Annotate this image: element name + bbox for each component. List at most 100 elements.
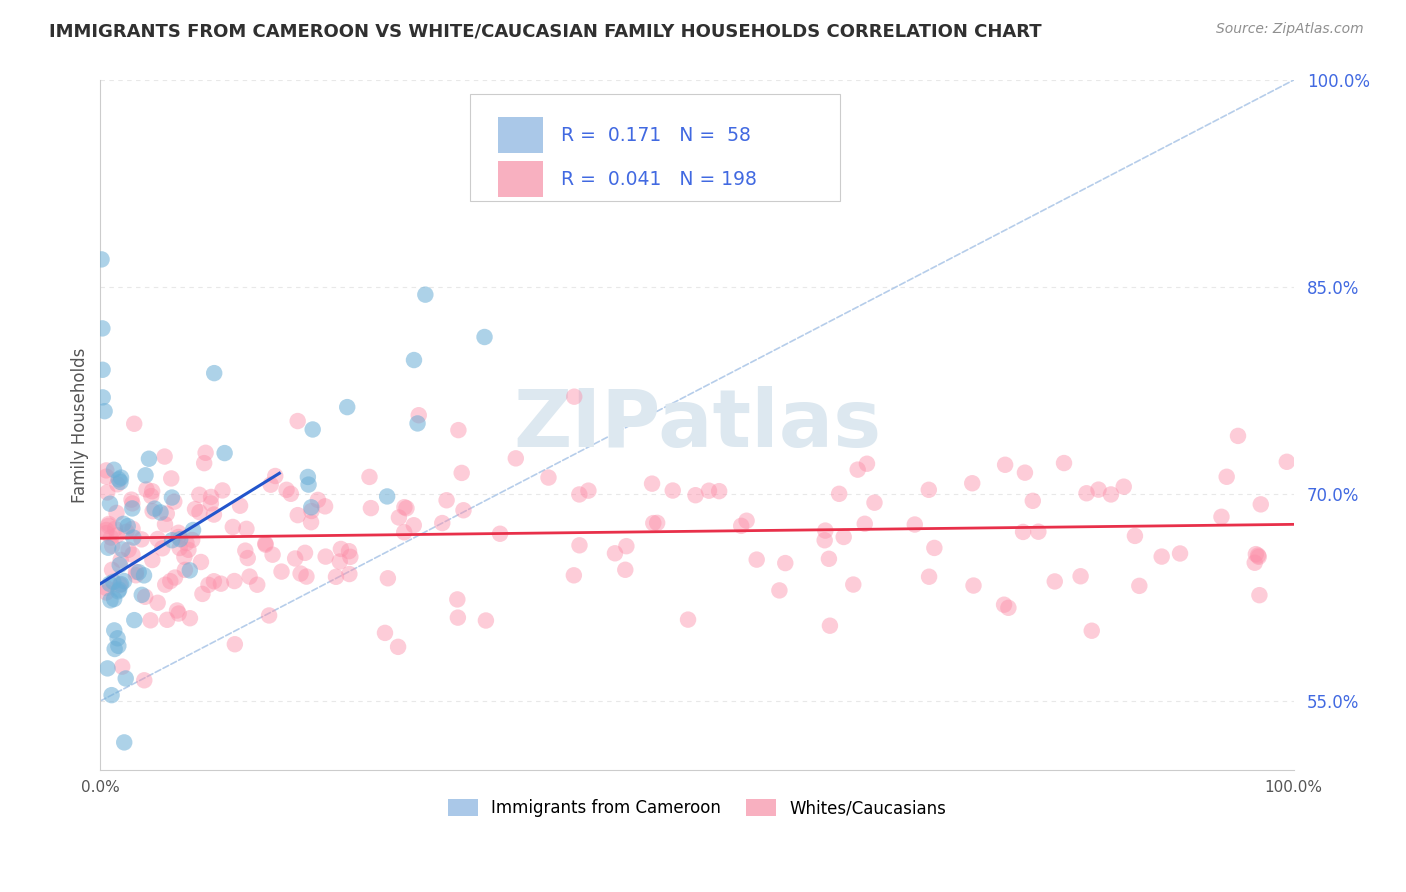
Point	[104, 522, 127, 536]
Point	[143, 501, 166, 516]
Point	[91, 363, 114, 377]
Point	[1250, 497, 1272, 511]
Point	[128, 565, 150, 579]
Point	[436, 493, 458, 508]
Point	[661, 483, 683, 498]
Point	[121, 496, 143, 510]
Point	[246, 578, 269, 592]
Point	[110, 470, 132, 484]
Point	[408, 408, 430, 422]
Point	[287, 508, 309, 523]
Point	[156, 507, 179, 521]
Point	[160, 491, 183, 505]
Point	[832, 530, 855, 544]
Point	[450, 466, 472, 480]
Point	[107, 472, 129, 486]
Point	[295, 569, 318, 583]
Point	[475, 614, 498, 628]
Point	[121, 492, 143, 507]
Point	[163, 570, 186, 584]
Point	[160, 471, 183, 485]
Point	[918, 570, 941, 584]
Point	[505, 451, 527, 466]
FancyBboxPatch shape	[470, 94, 841, 201]
Point	[1112, 480, 1135, 494]
Point	[222, 520, 245, 534]
Point	[97, 516, 120, 531]
Point	[374, 626, 396, 640]
Point	[254, 538, 277, 552]
Point	[117, 519, 139, 533]
Point	[100, 531, 122, 545]
Point	[1128, 579, 1150, 593]
Point	[233, 543, 256, 558]
Point	[125, 568, 148, 582]
Point	[98, 497, 121, 511]
Point	[134, 673, 156, 688]
Point	[301, 422, 323, 436]
Point	[131, 533, 153, 547]
Point	[1012, 524, 1035, 539]
Point	[166, 603, 188, 617]
Point	[202, 508, 225, 522]
Point	[1215, 470, 1237, 484]
Point	[105, 506, 128, 520]
Point	[735, 514, 758, 528]
Point	[103, 592, 125, 607]
Point	[863, 496, 886, 510]
Point	[1249, 588, 1271, 602]
Point	[202, 574, 225, 589]
Point	[846, 463, 869, 477]
Point	[394, 500, 416, 515]
Point	[91, 321, 114, 335]
Point	[121, 501, 143, 516]
Bar	[498, 161, 543, 197]
Point	[90, 252, 112, 267]
Text: IMMIGRANTS FROM CAMEROON VS WHITE/CAUCASIAN FAMILY HOUSEHOLDS CORRELATION CHART: IMMIGRANTS FROM CAMEROON VS WHITE/CAUCAS…	[49, 22, 1042, 40]
Point	[1080, 624, 1102, 638]
Point	[562, 568, 585, 582]
Point	[1022, 493, 1045, 508]
Point	[167, 530, 190, 544]
Point	[578, 483, 600, 498]
Point	[112, 735, 135, 749]
Point	[1247, 549, 1270, 564]
Point	[360, 501, 382, 516]
Point	[108, 582, 131, 597]
Point	[270, 565, 292, 579]
Point	[337, 544, 360, 558]
Point	[1043, 574, 1066, 589]
Point	[197, 578, 219, 592]
Point	[104, 642, 127, 657]
Point	[146, 596, 169, 610]
Point	[97, 518, 120, 533]
Point	[257, 608, 280, 623]
Point	[336, 400, 359, 414]
Point	[301, 504, 323, 518]
Point	[107, 639, 129, 653]
Point	[96, 523, 118, 537]
Point	[105, 528, 128, 542]
Point	[103, 574, 125, 589]
Point	[235, 522, 257, 536]
Point	[97, 541, 120, 555]
Point	[307, 492, 329, 507]
Point	[643, 516, 665, 530]
Point	[395, 501, 418, 516]
Point	[960, 476, 983, 491]
Point	[1076, 486, 1098, 500]
Point	[1150, 549, 1173, 564]
Point	[169, 541, 191, 555]
Point	[121, 522, 143, 536]
Point	[375, 490, 398, 504]
Point	[146, 532, 169, 546]
Point	[254, 536, 277, 550]
Point	[111, 542, 134, 557]
Point	[141, 484, 163, 499]
Point	[453, 503, 475, 517]
Point	[1053, 456, 1076, 470]
Text: ZIPatlas: ZIPatlas	[513, 386, 882, 464]
Point	[200, 490, 222, 504]
Point	[224, 637, 246, 651]
Point	[122, 417, 145, 431]
